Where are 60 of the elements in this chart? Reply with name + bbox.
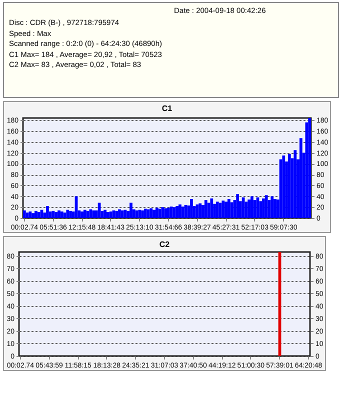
bar [120, 210, 124, 218]
bar [264, 195, 268, 218]
bar [26, 212, 29, 218]
bar [106, 212, 110, 218]
bar [161, 207, 164, 218]
bar [164, 208, 167, 218]
bar [216, 202, 219, 218]
bar [152, 210, 156, 218]
bar [259, 201, 262, 218]
bar [224, 202, 228, 218]
bar [46, 206, 49, 218]
bar [204, 200, 208, 218]
bar [190, 198, 193, 218]
bar [141, 210, 144, 218]
bar [227, 198, 230, 218]
bar [250, 196, 254, 218]
bar [308, 118, 311, 218]
bar [104, 210, 107, 218]
bar [32, 213, 35, 218]
bar [89, 209, 92, 218]
bar [118, 209, 121, 218]
bar [198, 203, 202, 218]
bar [109, 211, 112, 218]
bar [60, 211, 64, 218]
bar [167, 208, 170, 218]
bar [37, 212, 40, 218]
bar [130, 202, 132, 218]
bar [253, 200, 256, 218]
bar [294, 150, 297, 218]
bar [210, 198, 214, 218]
bar [54, 212, 58, 218]
chart-title: C2 [159, 240, 170, 249]
bar [236, 194, 239, 218]
chart-title: C1 [162, 104, 173, 114]
bar [80, 211, 84, 218]
bar [288, 154, 291, 218]
bar [98, 202, 101, 218]
bar [66, 210, 70, 218]
bar [248, 200, 251, 218]
bar [69, 210, 72, 218]
bar [138, 210, 142, 218]
bar [242, 197, 245, 218]
bar [176, 206, 179, 218]
bar [299, 138, 302, 218]
bar [282, 156, 286, 218]
bar [83, 210, 86, 218]
bar [262, 198, 265, 218]
bar [155, 208, 158, 218]
bar [222, 200, 225, 218]
bar [23, 210, 26, 218]
bar [270, 196, 274, 218]
bar [305, 122, 308, 218]
bar [170, 206, 173, 218]
bar [34, 210, 38, 218]
bar [92, 210, 95, 218]
bar [178, 204, 182, 218]
bar [150, 208, 153, 218]
bar [181, 206, 184, 218]
bar [144, 208, 147, 218]
bar [115, 210, 118, 218]
